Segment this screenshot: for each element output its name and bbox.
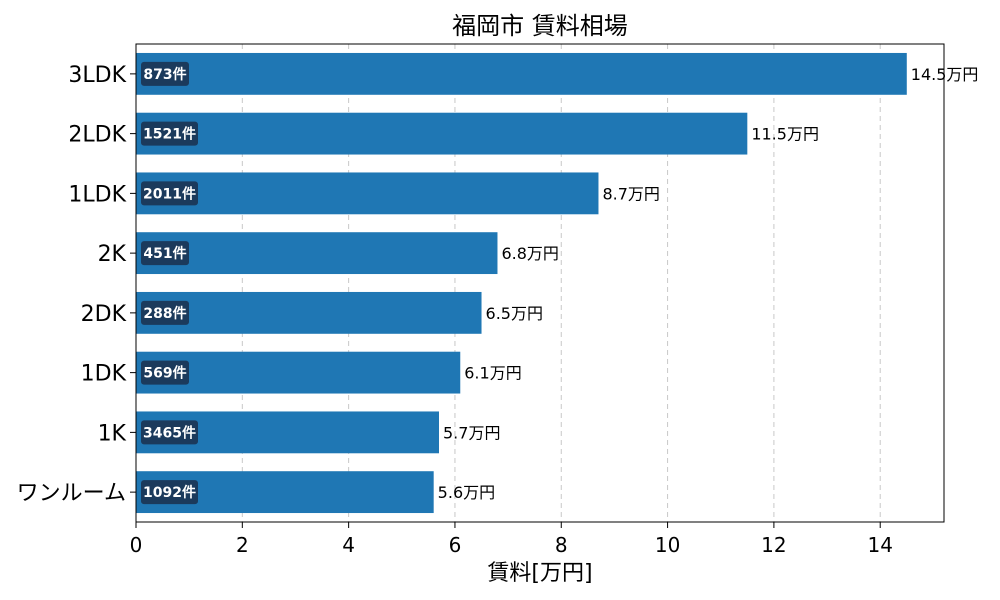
value-label: 6.8万円 bbox=[501, 244, 558, 263]
category-label: 2DK bbox=[81, 302, 127, 327]
category-label: 1LDK bbox=[68, 182, 126, 207]
count-badge bbox=[141, 300, 189, 325]
count-label: 288件 bbox=[143, 305, 186, 322]
bar bbox=[136, 172, 599, 215]
category-label: ワンルーム bbox=[17, 481, 126, 506]
bar bbox=[136, 351, 461, 394]
x-tick-label: 0 bbox=[130, 533, 143, 557]
bar bbox=[136, 291, 482, 334]
value-label: 5.7万円 bbox=[443, 423, 500, 442]
category-label: 2K bbox=[98, 242, 127, 267]
count-badge bbox=[141, 61, 189, 86]
category-labels-group: 3LDK 2LDK 1LDK 2K 2DK 1DK 1K ワンルーム bbox=[17, 63, 136, 506]
category-label: 1DK bbox=[81, 362, 127, 387]
count-label: 3465件 bbox=[143, 424, 196, 441]
category-label: 2LDK bbox=[68, 123, 126, 148]
value-label: 11.5万円 bbox=[751, 125, 819, 144]
count-label: 873件 bbox=[143, 66, 186, 83]
x-tick-label: 8 bbox=[555, 533, 568, 557]
x-tick-label: 10 bbox=[655, 533, 680, 557]
count-label: 569件 bbox=[143, 365, 186, 382]
bar bbox=[136, 112, 748, 155]
value-labels-group: 14.5万円 11.5万円 8.7万円 6.8万円 6.5万円 6.1万円 5.7万円 5.6… bbox=[438, 65, 979, 502]
x-tick-label: 12 bbox=[761, 533, 786, 557]
x-tick-label: 4 bbox=[342, 533, 355, 557]
bar bbox=[136, 52, 907, 95]
category-label: 3LDK bbox=[68, 63, 126, 88]
bar bbox=[136, 232, 498, 275]
x-ticks-group: 0 2 4 6 8 10 12 14 bbox=[130, 522, 893, 557]
count-badge bbox=[141, 360, 189, 385]
category-label: 1K bbox=[98, 421, 127, 446]
count-badges-group: 873件 1521件 2011件 451件 288件 569件 3465件 1092件 bbox=[141, 61, 198, 505]
x-tick-label: 2 bbox=[236, 533, 249, 557]
count-badge bbox=[141, 181, 198, 206]
chart-title: 福岡市 賃料相場 bbox=[452, 12, 628, 40]
bars-group bbox=[136, 52, 907, 514]
value-label: 8.7万円 bbox=[602, 184, 659, 203]
count-label: 451件 bbox=[143, 245, 186, 262]
x-tick-label: 6 bbox=[449, 533, 462, 557]
count-label: 1521件 bbox=[143, 126, 196, 143]
value-label: 5.6万円 bbox=[438, 483, 495, 502]
count-badge bbox=[141, 121, 198, 146]
x-axis-title: 賃料[万円] bbox=[487, 561, 592, 586]
count-badge bbox=[141, 241, 189, 266]
value-label: 6.5万円 bbox=[486, 304, 543, 323]
count-badge bbox=[141, 480, 198, 505]
count-label: 2011件 bbox=[143, 185, 196, 202]
value-label: 6.1万円 bbox=[464, 364, 521, 383]
plot-frame bbox=[135, 43, 945, 523]
count-badge bbox=[141, 420, 198, 445]
x-tick-label: 14 bbox=[867, 533, 892, 557]
count-label: 1092件 bbox=[143, 484, 196, 501]
value-label: 14.5万円 bbox=[911, 65, 979, 84]
